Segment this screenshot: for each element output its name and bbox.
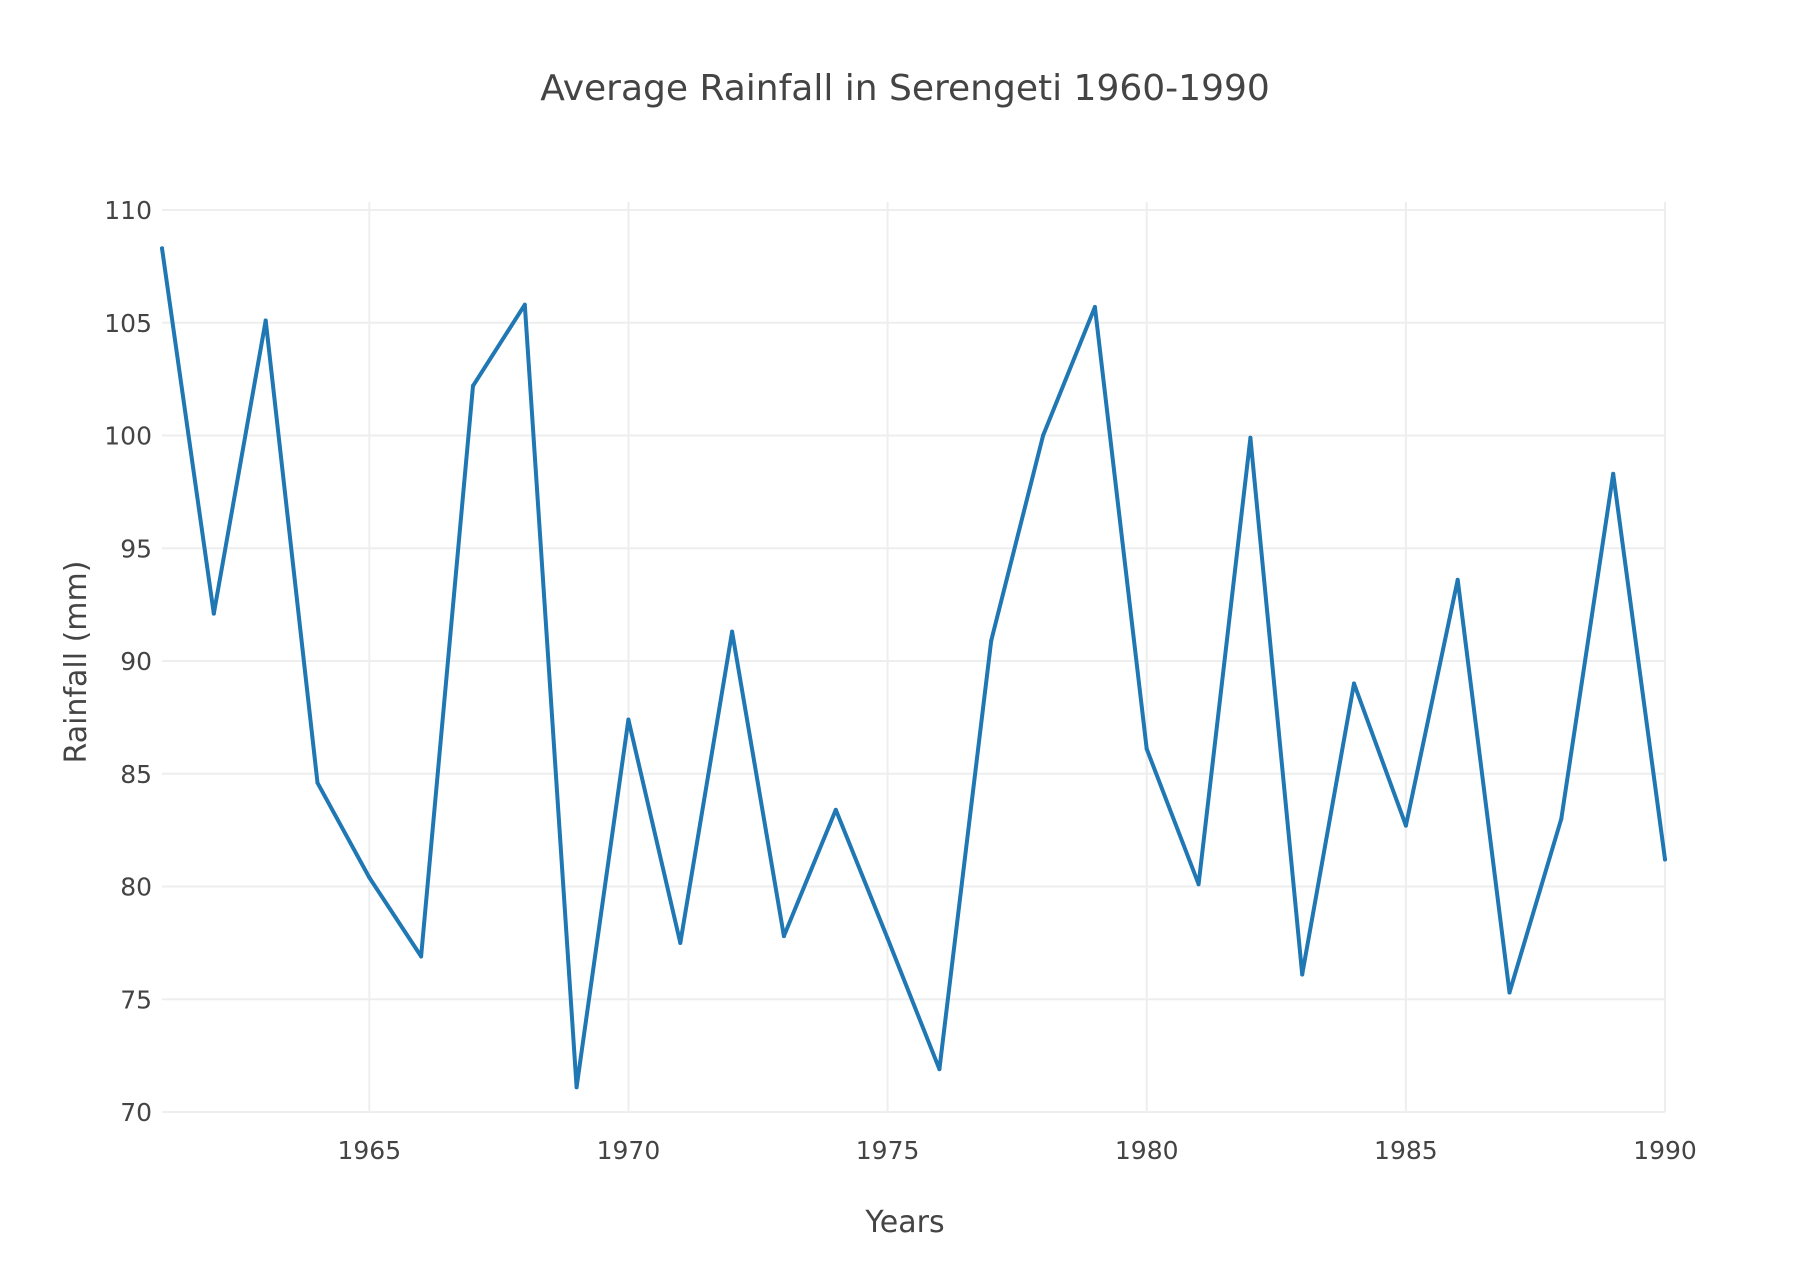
data-point xyxy=(1092,304,1097,309)
data-point xyxy=(419,954,424,959)
y-tick-label: 90 xyxy=(120,647,152,676)
y-axis: 70 75 80 85 90 95 100 105 110 xyxy=(104,196,152,1127)
data-point xyxy=(1507,990,1512,995)
data-point xyxy=(833,807,838,812)
data-point xyxy=(730,629,735,634)
y-tick-label: 80 xyxy=(120,873,152,902)
x-tick-label: 1975 xyxy=(856,1136,920,1165)
data-point xyxy=(885,936,890,941)
data-point xyxy=(522,302,527,307)
x-axis: 1965 1970 1975 1980 1985 1990 xyxy=(337,1136,1696,1165)
data-point xyxy=(937,1067,942,1072)
x-tick-label: 1990 xyxy=(1633,1136,1697,1165)
chart-title: Average Rainfall in Serengeti 1960-1990 xyxy=(540,68,1270,109)
data-point xyxy=(574,1085,579,1090)
data-point xyxy=(211,611,216,616)
data-point xyxy=(678,940,683,945)
data-point xyxy=(1248,435,1253,440)
data-point xyxy=(989,638,994,643)
data-point xyxy=(367,875,372,880)
y-gridlines xyxy=(162,209,1665,1113)
data-point xyxy=(470,383,475,388)
data-point xyxy=(626,717,631,722)
plot-area xyxy=(160,246,1667,1090)
x-gridlines xyxy=(368,202,1666,1112)
y-tick-label: 100 xyxy=(104,422,152,451)
y-tick-label: 110 xyxy=(104,196,152,225)
data-point xyxy=(1403,823,1408,828)
y-axis-title: Rainfall (mm) xyxy=(59,561,94,764)
data-point xyxy=(1611,471,1616,476)
y-tick-label: 95 xyxy=(120,534,152,563)
data-point xyxy=(1041,433,1046,438)
data-point xyxy=(315,780,320,785)
x-tick-label: 1980 xyxy=(1115,1136,1179,1165)
y-tick-label: 75 xyxy=(120,985,152,1014)
data-point xyxy=(1663,857,1667,862)
data-point xyxy=(781,934,786,939)
data-point xyxy=(1196,882,1201,887)
x-tick-label: 1965 xyxy=(337,1136,401,1165)
y-tick-label: 85 xyxy=(120,760,152,789)
rainfall-series-line xyxy=(160,246,1667,1090)
y-tick-label: 70 xyxy=(120,1098,152,1127)
data-point xyxy=(1144,746,1149,751)
data-point xyxy=(1300,972,1305,977)
data-point xyxy=(1352,681,1357,686)
data-point xyxy=(263,318,268,323)
data-point xyxy=(160,246,164,251)
data-point xyxy=(1559,816,1564,821)
x-tick-label: 1970 xyxy=(597,1136,661,1165)
data-point xyxy=(1455,577,1460,582)
y-tick-label: 105 xyxy=(104,309,152,338)
x-axis-title: Years xyxy=(864,1205,944,1240)
x-tick-label: 1985 xyxy=(1374,1136,1438,1165)
